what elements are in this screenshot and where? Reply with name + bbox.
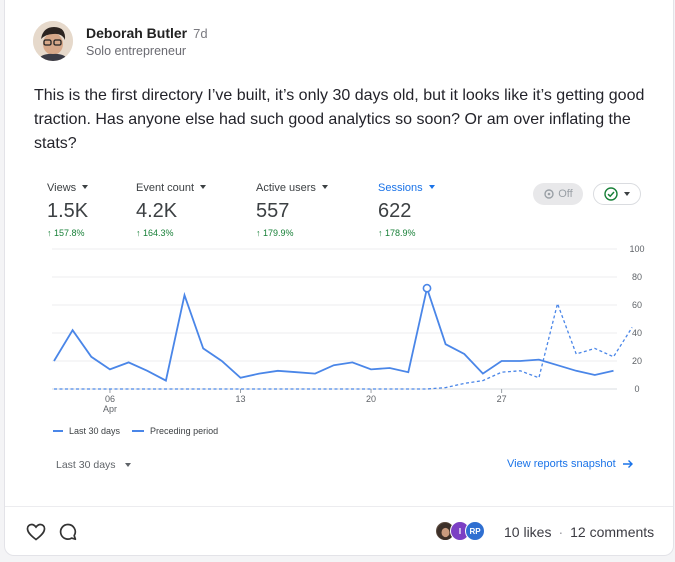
comparison-menu[interactable] [593, 183, 641, 205]
x-tick-label: 06 [105, 394, 115, 404]
liker-avatars[interactable]: I RP [435, 521, 485, 541]
y-tick-label: 80 [632, 272, 642, 282]
caret-down-icon [428, 185, 435, 189]
metric-event-count[interactable]: Event count 4.2K ↑ 164.3% [136, 182, 207, 238]
series-line-preceding-period [54, 301, 633, 390]
analytics-embed: Views 1.5K ↑ 157.8% Event count 4.2K ↑ 1… [33, 172, 653, 482]
y-tick-label: 100 [629, 244, 644, 254]
engagement-stats: 10 likes · 12 comments [504, 524, 654, 540]
view-reports-snapshot-link[interactable]: View reports snapshot [507, 458, 634, 470]
legend-solid-swatch [53, 430, 63, 432]
metric-value: 1.5K [47, 200, 89, 222]
metric-label: Sessions [378, 182, 435, 194]
x-tick-sublabel: Apr [103, 404, 117, 414]
metric-sessions[interactable]: Sessions 622 ↑ 178.9% [378, 182, 435, 238]
author-photo [33, 21, 73, 61]
arrow-right-icon [622, 460, 633, 468]
heart-icon[interactable] [26, 523, 46, 541]
x-tick-label: 27 [497, 394, 507, 404]
sparkle-icon [544, 189, 554, 199]
metric-value: 557 [256, 200, 290, 222]
metric-value: 622 [378, 200, 412, 222]
comments-count[interactable]: 12 comments [570, 524, 655, 540]
metric-views[interactable]: Views 1.5K ↑ 157.8% [47, 182, 89, 238]
metric-label: Event count [136, 182, 207, 194]
metric-change: ↑ 178.9% [378, 228, 416, 238]
author-role: Solo entrepreneur [86, 44, 187, 58]
insights-toggle[interactable]: Off [533, 183, 583, 205]
metric-value: 4.2K [136, 200, 178, 222]
legend-previous-label: Preceding period [150, 426, 219, 436]
check-circle-icon [604, 187, 618, 201]
metric-change: ↑ 164.3% [136, 228, 174, 238]
metric-change: ↑ 179.9% [256, 228, 294, 238]
avatar [435, 521, 455, 541]
highlight-point [422, 283, 432, 293]
avatar-photo [436, 522, 454, 540]
author-avatar[interactable] [33, 21, 73, 61]
footer-divider [5, 506, 673, 507]
x-tick-label: 20 [366, 394, 376, 404]
metric-label: Views [47, 182, 89, 194]
caret-down-icon [321, 185, 328, 189]
likes-count[interactable]: 10 likes [504, 524, 552, 540]
post-body: This is the first directory I’ve built, … [34, 87, 645, 152]
toggle-label: Off [558, 188, 573, 200]
date-range-selector[interactable]: Last 30 days [56, 459, 131, 471]
post-card: Deborah Butler 7d Solo entrepreneur This … [4, 0, 674, 556]
author-line: Deborah Butler 7d [86, 25, 208, 41]
caret-down-icon [82, 185, 89, 189]
y-tick-label: 40 [632, 328, 642, 338]
y-tick-label: 60 [632, 300, 642, 310]
avatar: RP [465, 521, 485, 541]
post-age: 7d [193, 26, 208, 41]
legend-dashed-swatch [132, 430, 145, 432]
caret-down-icon [200, 185, 207, 189]
metric-change: ↑ 157.8% [47, 228, 85, 238]
y-tick-label: 20 [632, 356, 642, 366]
author-name[interactable]: Deborah Butler [86, 25, 188, 41]
legend-current-label: Last 30 days [69, 426, 121, 436]
snapshot-link-label: View reports snapshot [507, 458, 616, 470]
chart-legend: Last 30 days Preceding period [53, 426, 218, 436]
comment-icon[interactable] [58, 522, 78, 542]
metric-active-users[interactable]: Active users 557 ↑ 179.9% [256, 182, 328, 238]
separator-dot: · [558, 524, 564, 540]
x-tick-label: 13 [235, 394, 245, 404]
metric-label: Active users [256, 182, 328, 194]
y-tick-label: 0 [634, 384, 639, 394]
caret-down-icon [124, 463, 131, 467]
date-range-label: Last 30 days [56, 459, 116, 471]
series-line-last-30-days [53, 284, 614, 382]
caret-down-icon [624, 192, 630, 196]
